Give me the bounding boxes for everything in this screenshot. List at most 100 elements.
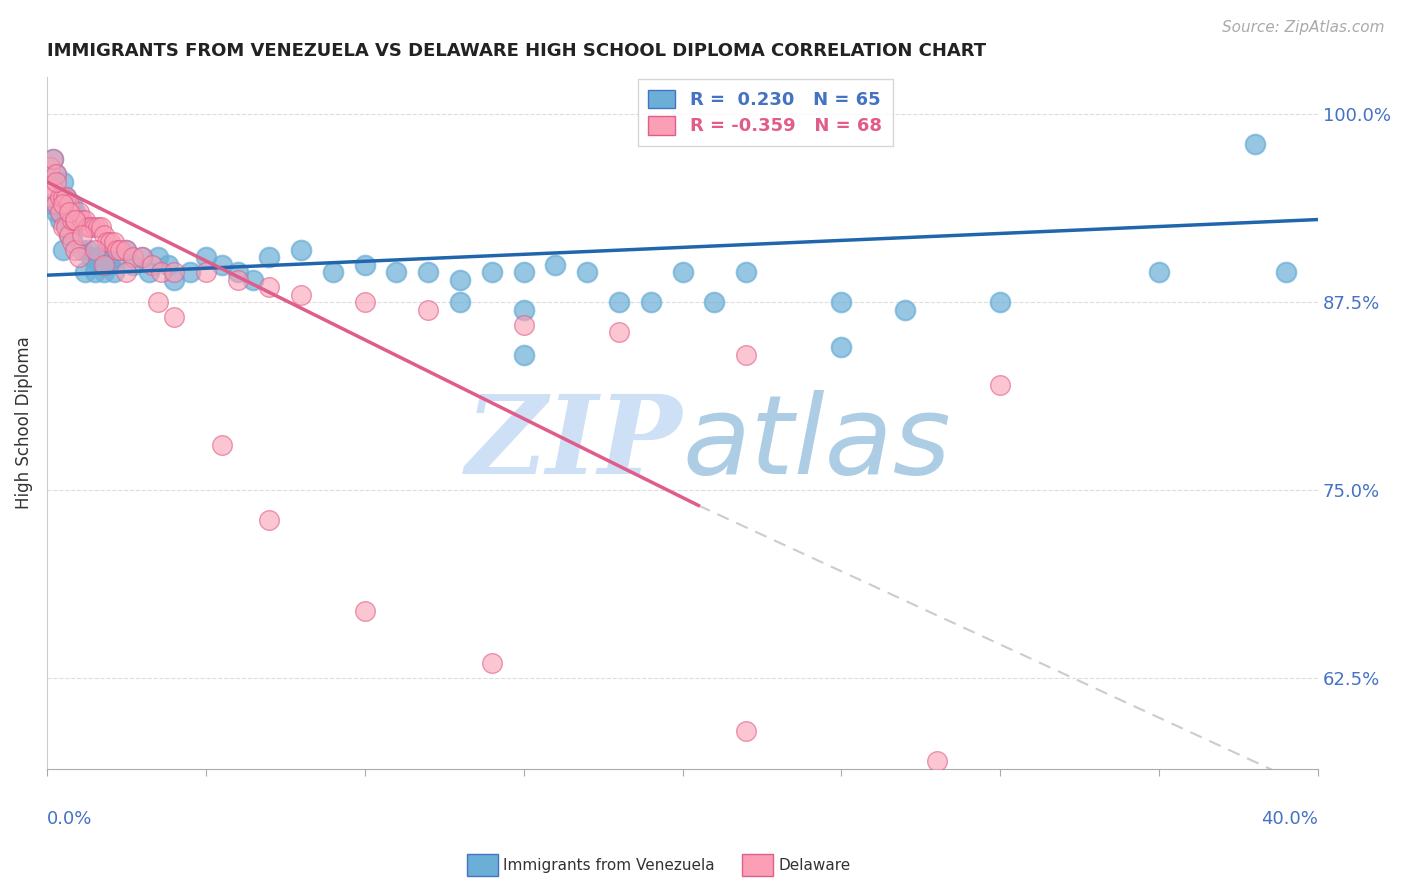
Point [1243,137,1265,152]
Point [103,265,125,279]
Point [52,190,75,204]
Point [146,250,169,264]
Point [58,197,80,211]
Point [259,513,281,527]
Point [353,258,375,272]
Point [121,250,143,264]
Text: Source: ZipAtlas.com: Source: ZipAtlas.com [1222,20,1385,35]
Point [48,190,70,204]
Point [607,295,630,310]
Point [512,348,534,362]
Point [39,190,62,204]
Point [607,326,630,340]
Point [703,295,725,310]
Point [90,220,112,235]
Point [1053,777,1076,791]
Point [418,265,440,279]
Point [55,220,77,235]
Point [58,205,80,219]
Point [640,295,662,310]
Point [65,212,87,227]
Point [42,153,65,167]
Point [65,212,87,227]
Point [1243,799,1265,814]
Point [105,250,128,264]
Point [73,212,96,227]
Point [735,265,758,279]
Point [52,243,75,257]
Point [77,243,100,257]
Y-axis label: High School Diploma: High School Diploma [15,336,32,509]
Point [131,250,153,264]
Bar [742,855,773,876]
Point [226,273,249,287]
Point [55,212,77,227]
Point [48,212,70,227]
Point [108,243,131,257]
Point [481,657,503,671]
Point [179,265,201,279]
Point [146,295,169,310]
Point [73,265,96,279]
Point [353,604,375,618]
Point [988,295,1011,310]
Point [103,235,125,249]
Point [988,378,1011,392]
Point [93,227,115,242]
Point [87,220,110,235]
Point [83,243,105,257]
Point [45,168,67,182]
Point [45,205,67,219]
Point [65,205,87,219]
Point [87,250,110,264]
Point [77,220,100,235]
Point [42,153,65,167]
Point [259,280,281,294]
Point [544,258,567,272]
Point [512,302,534,317]
Point [163,310,186,325]
Point [39,160,62,174]
Point [70,243,93,257]
Point [211,438,233,452]
Point [100,235,122,249]
Point [42,182,65,196]
Point [449,295,471,310]
Point [481,265,503,279]
Point [830,295,852,310]
Text: IMMIGRANTS FROM VENEZUELA VS DELAWARE HIGH SCHOOL DIPLOMA CORRELATION CHART: IMMIGRANTS FROM VENEZUELA VS DELAWARE HI… [46,42,986,60]
Point [353,295,375,310]
Point [121,258,143,272]
Point [894,302,917,317]
Point [418,302,440,317]
Point [55,190,77,204]
Text: 0.0%: 0.0% [46,810,93,829]
Point [105,243,128,257]
Point [141,258,163,272]
Point [83,220,105,235]
Point [80,250,103,264]
Point [90,258,112,272]
Point [93,258,115,272]
Text: atlas: atlas [682,390,950,497]
Point [96,243,118,257]
Point [576,265,599,279]
Point [735,348,758,362]
Point [115,243,138,257]
Point [96,235,118,249]
Point [830,340,852,354]
Point [58,212,80,227]
Point [70,212,93,227]
Point [52,220,75,235]
Text: ZIP: ZIP [465,390,682,497]
Point [512,318,534,332]
Point [39,197,62,211]
Point [1275,265,1298,279]
Text: Delaware: Delaware [779,858,851,872]
Point [449,273,471,287]
Point [211,258,233,272]
Point [138,265,160,279]
Point [93,265,115,279]
Point [226,265,249,279]
Bar [467,855,498,876]
